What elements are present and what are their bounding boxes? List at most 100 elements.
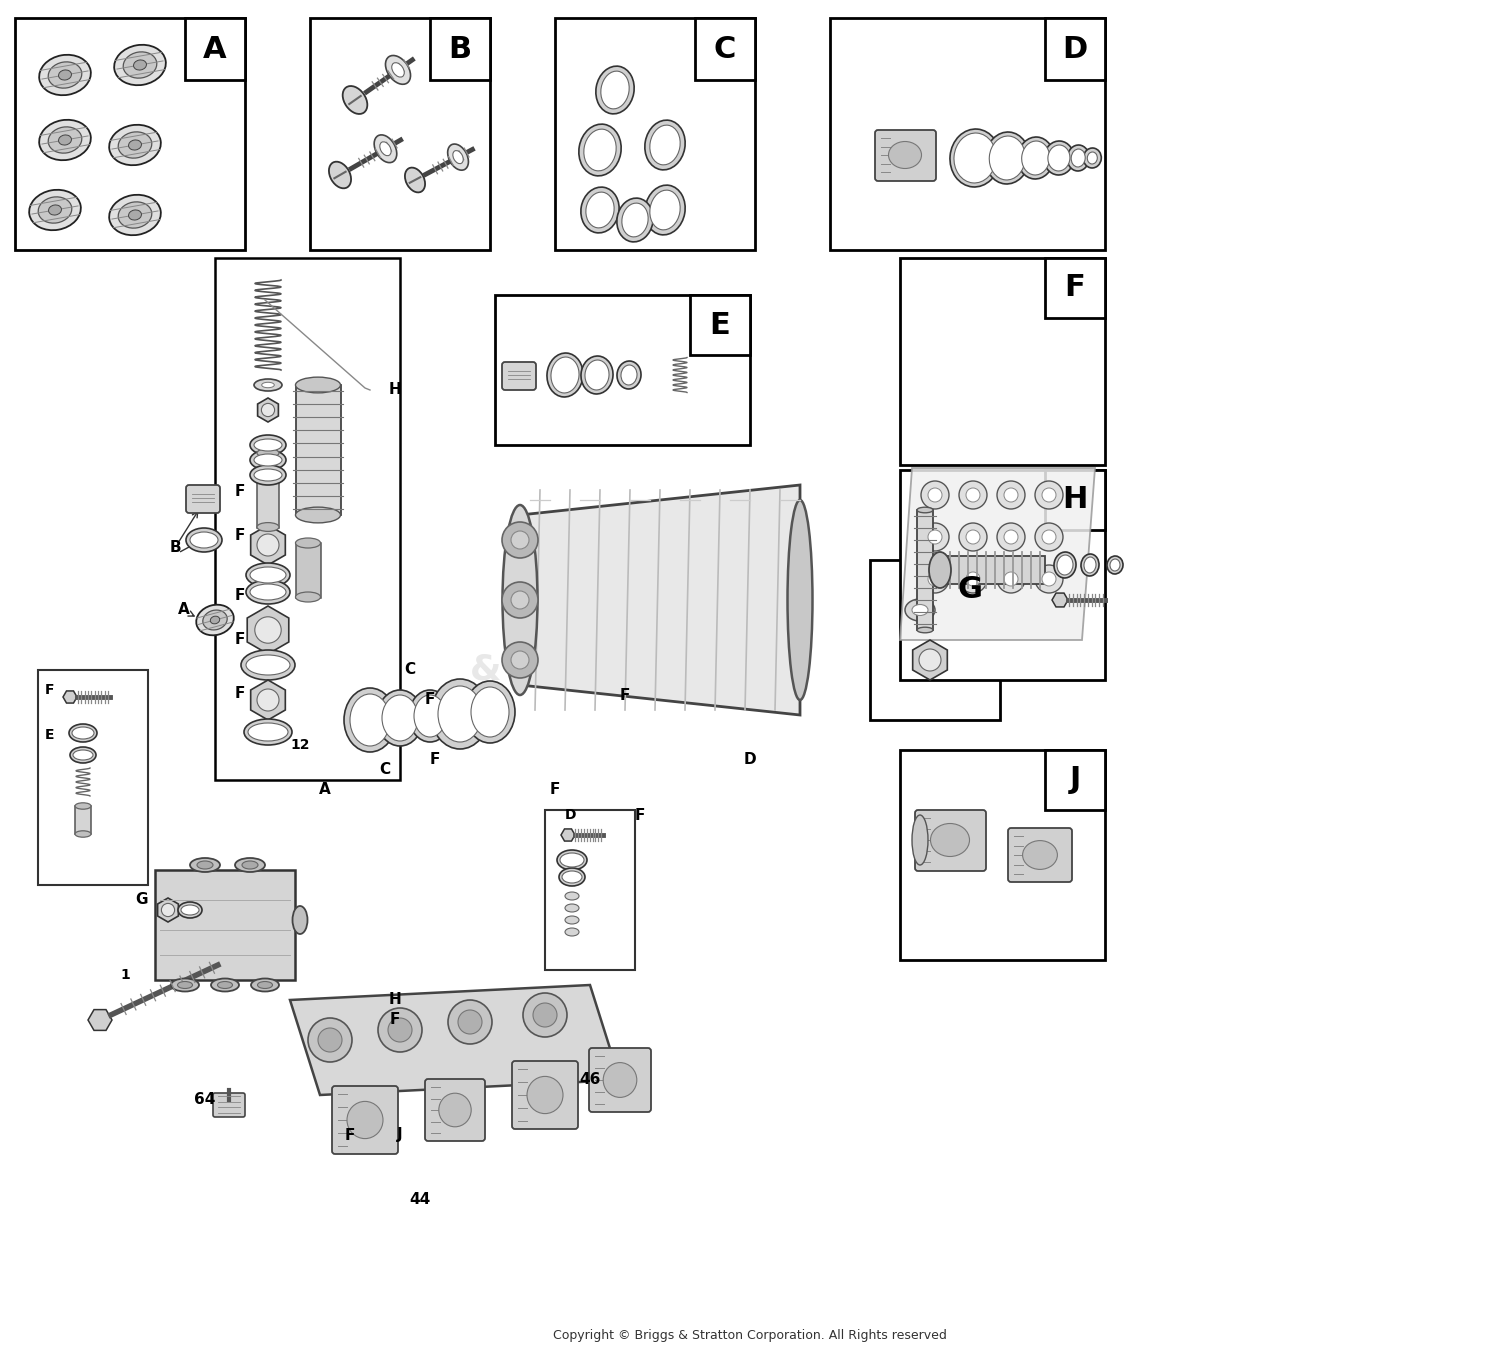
Ellipse shape	[28, 190, 81, 230]
Bar	[296, 543, 321, 598]
Polygon shape	[561, 829, 574, 841]
Polygon shape	[1052, 593, 1068, 607]
Ellipse shape	[129, 210, 141, 221]
FancyBboxPatch shape	[874, 130, 936, 181]
Ellipse shape	[114, 45, 166, 85]
Bar	[256, 454, 279, 528]
Ellipse shape	[916, 508, 933, 513]
Polygon shape	[251, 680, 285, 720]
Ellipse shape	[616, 362, 640, 389]
FancyBboxPatch shape	[503, 362, 536, 390]
Ellipse shape	[566, 927, 579, 936]
Ellipse shape	[246, 580, 290, 604]
Ellipse shape	[912, 815, 928, 865]
Ellipse shape	[254, 379, 282, 391]
Ellipse shape	[580, 187, 620, 233]
Ellipse shape	[129, 139, 141, 150]
Ellipse shape	[928, 552, 951, 588]
Bar	[38, 670, 148, 886]
Bar	[870, 561, 1000, 720]
Ellipse shape	[912, 604, 928, 616]
Ellipse shape	[1058, 555, 1072, 575]
Circle shape	[255, 617, 280, 643]
Bar	[1046, 259, 1106, 318]
FancyBboxPatch shape	[590, 1048, 651, 1112]
Ellipse shape	[258, 982, 273, 988]
Ellipse shape	[405, 168, 424, 192]
Text: 1: 1	[120, 968, 130, 982]
Ellipse shape	[888, 142, 921, 168]
Ellipse shape	[251, 567, 286, 584]
Ellipse shape	[74, 750, 93, 760]
Ellipse shape	[1107, 556, 1124, 574]
Text: 12: 12	[291, 738, 309, 751]
Polygon shape	[154, 871, 296, 980]
Polygon shape	[290, 984, 620, 1095]
Text: B: B	[448, 34, 471, 64]
Ellipse shape	[69, 724, 98, 742]
Ellipse shape	[392, 62, 405, 77]
Text: F: F	[45, 682, 54, 697]
Ellipse shape	[48, 204, 62, 215]
Text: E: E	[710, 310, 730, 340]
Bar	[310, 18, 490, 250]
Bar	[75, 806, 92, 834]
Circle shape	[998, 523, 1024, 551]
Bar	[544, 810, 634, 969]
Ellipse shape	[904, 598, 934, 621]
Bar	[555, 18, 754, 250]
Ellipse shape	[1083, 148, 1101, 168]
Ellipse shape	[251, 435, 286, 455]
Text: A: A	[178, 603, 189, 617]
Ellipse shape	[1071, 149, 1084, 167]
Circle shape	[512, 590, 530, 609]
Ellipse shape	[788, 500, 813, 700]
Circle shape	[162, 903, 174, 917]
Ellipse shape	[1044, 141, 1074, 175]
Circle shape	[958, 481, 987, 509]
Circle shape	[921, 481, 950, 509]
Text: F: F	[1065, 274, 1086, 302]
Ellipse shape	[1082, 554, 1100, 575]
Ellipse shape	[110, 195, 160, 236]
Ellipse shape	[39, 54, 92, 95]
Ellipse shape	[1110, 559, 1120, 571]
Ellipse shape	[236, 858, 266, 872]
Text: H: H	[1062, 486, 1088, 515]
Circle shape	[921, 523, 950, 551]
Ellipse shape	[580, 356, 614, 394]
Ellipse shape	[75, 831, 92, 837]
Text: E: E	[45, 728, 54, 742]
Circle shape	[966, 571, 980, 586]
Bar	[296, 385, 340, 515]
Ellipse shape	[556, 850, 586, 871]
Circle shape	[958, 523, 987, 551]
Ellipse shape	[1017, 137, 1053, 179]
Ellipse shape	[566, 904, 579, 913]
Ellipse shape	[38, 196, 72, 223]
Circle shape	[928, 487, 942, 502]
Ellipse shape	[211, 979, 238, 991]
Ellipse shape	[950, 129, 1000, 187]
Ellipse shape	[414, 695, 446, 737]
Circle shape	[458, 1010, 482, 1034]
Ellipse shape	[566, 892, 579, 900]
Ellipse shape	[210, 616, 219, 624]
Text: B: B	[170, 540, 182, 555]
Ellipse shape	[645, 121, 686, 169]
Ellipse shape	[261, 382, 274, 387]
Bar	[214, 259, 400, 780]
Ellipse shape	[254, 468, 282, 481]
Polygon shape	[88, 1010, 112, 1030]
Text: D: D	[564, 808, 576, 822]
Text: 64: 64	[195, 1093, 216, 1108]
Circle shape	[1042, 571, 1056, 586]
Polygon shape	[158, 898, 178, 922]
Text: F: F	[390, 1013, 400, 1028]
Polygon shape	[248, 607, 290, 654]
Bar	[940, 561, 1000, 620]
Ellipse shape	[350, 695, 390, 746]
Bar	[916, 510, 933, 630]
Ellipse shape	[242, 861, 258, 869]
Circle shape	[1004, 487, 1019, 502]
